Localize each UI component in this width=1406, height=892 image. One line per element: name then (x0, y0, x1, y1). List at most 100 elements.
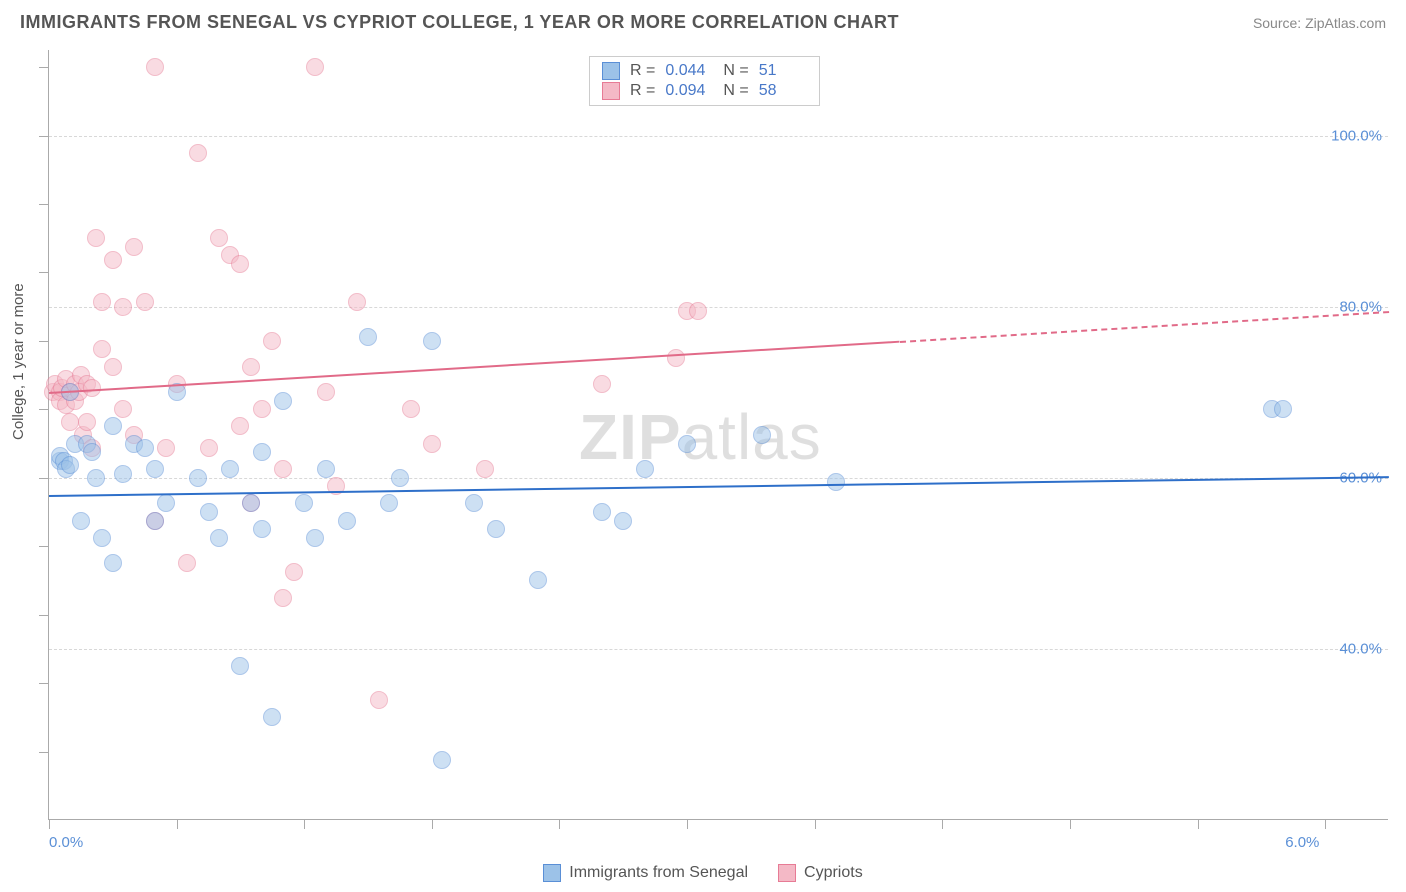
scatter-point (359, 328, 377, 346)
x-tick (942, 819, 943, 829)
scatter-point (487, 520, 505, 538)
scatter-point (827, 473, 845, 491)
scatter-point (614, 512, 632, 530)
legend-swatch (602, 82, 620, 100)
x-tick (49, 819, 50, 829)
scatter-point (242, 358, 260, 376)
stat-n-value: 58 (759, 82, 807, 100)
y-tick-label: 100.0% (1331, 127, 1382, 144)
scatter-point (689, 302, 707, 320)
scatter-point (433, 751, 451, 769)
scatter-point (306, 58, 324, 76)
gridline (49, 307, 1388, 308)
scatter-point (274, 392, 292, 410)
y-tick (39, 341, 49, 342)
legend-swatch (778, 864, 796, 882)
scatter-point (295, 494, 313, 512)
legend-label: Immigrants from Senegal (569, 864, 748, 882)
scatter-point (231, 417, 249, 435)
scatter-point (136, 439, 154, 457)
scatter-point (338, 512, 356, 530)
trend-line (49, 476, 1389, 497)
scatter-point (87, 229, 105, 247)
scatter-point (157, 439, 175, 457)
chart-header: IMMIGRANTS FROM SENEGAL VS CYPRIOT COLLE… (0, 0, 1406, 41)
scatter-point (423, 332, 441, 350)
scatter-point (114, 298, 132, 316)
scatter-point (529, 571, 547, 589)
scatter-point (263, 332, 281, 350)
scatter-point (210, 529, 228, 547)
scatter-point (678, 435, 696, 453)
scatter-chart: ZIPatlas 40.0%60.0%80.0%100.0%0.0%6.0%R … (48, 50, 1388, 820)
y-tick (39, 546, 49, 547)
x-tick (1325, 819, 1326, 829)
scatter-point (200, 503, 218, 521)
legend-label: Cypriots (804, 864, 863, 882)
watermark: ZIPatlas (579, 400, 822, 474)
scatter-point (253, 520, 271, 538)
scatter-point (231, 657, 249, 675)
x-tick (304, 819, 305, 829)
scatter-point (380, 494, 398, 512)
legend-swatch (602, 62, 620, 80)
y-tick (39, 272, 49, 273)
stat-r-label: R = (630, 82, 655, 100)
y-tick (39, 409, 49, 410)
scatter-point (348, 293, 366, 311)
scatter-point (593, 503, 611, 521)
gridline (49, 136, 1388, 137)
stat-r-value: 0.044 (665, 62, 713, 80)
x-tick (432, 819, 433, 829)
scatter-point (104, 417, 122, 435)
scatter-point (83, 379, 101, 397)
scatter-point (274, 460, 292, 478)
scatter-point (274, 589, 292, 607)
scatter-point (78, 413, 96, 431)
y-tick (39, 683, 49, 684)
scatter-point (157, 494, 175, 512)
stats-row: R =0.044N =51 (602, 61, 807, 81)
scatter-point (285, 563, 303, 581)
scatter-point (114, 400, 132, 418)
scatter-point (423, 435, 441, 453)
scatter-point (306, 529, 324, 547)
scatter-point (178, 554, 196, 572)
scatter-point (465, 494, 483, 512)
x-tick (177, 819, 178, 829)
scatter-point (93, 293, 111, 311)
y-tick-label: 40.0% (1339, 640, 1382, 657)
legend-item: Cypriots (778, 864, 863, 882)
x-tick-label: 0.0% (49, 834, 83, 851)
scatter-point (146, 58, 164, 76)
stat-r-label: R = (630, 62, 655, 80)
y-tick (39, 136, 49, 137)
scatter-point (753, 426, 771, 444)
stat-n-label: N = (723, 82, 748, 100)
bottom-legend: Immigrants from Senegal Cypriots (0, 864, 1406, 882)
y-tick (39, 67, 49, 68)
scatter-point (253, 443, 271, 461)
scatter-point (391, 469, 409, 487)
scatter-point (263, 708, 281, 726)
scatter-point (61, 456, 79, 474)
scatter-point (104, 554, 122, 572)
scatter-point (146, 460, 164, 478)
scatter-point (221, 460, 239, 478)
y-axis-title: College, 1 year or more (10, 283, 27, 440)
x-tick (815, 819, 816, 829)
scatter-point (93, 340, 111, 358)
scatter-point (476, 460, 494, 478)
y-tick (39, 204, 49, 205)
stat-n-label: N = (723, 62, 748, 80)
scatter-point (72, 512, 90, 530)
scatter-point (231, 255, 249, 273)
scatter-point (104, 358, 122, 376)
scatter-point (189, 144, 207, 162)
scatter-point (317, 383, 335, 401)
y-tick (39, 615, 49, 616)
stat-r-value: 0.094 (665, 82, 713, 100)
scatter-point (200, 439, 218, 457)
scatter-point (125, 238, 143, 256)
scatter-point (83, 443, 101, 461)
